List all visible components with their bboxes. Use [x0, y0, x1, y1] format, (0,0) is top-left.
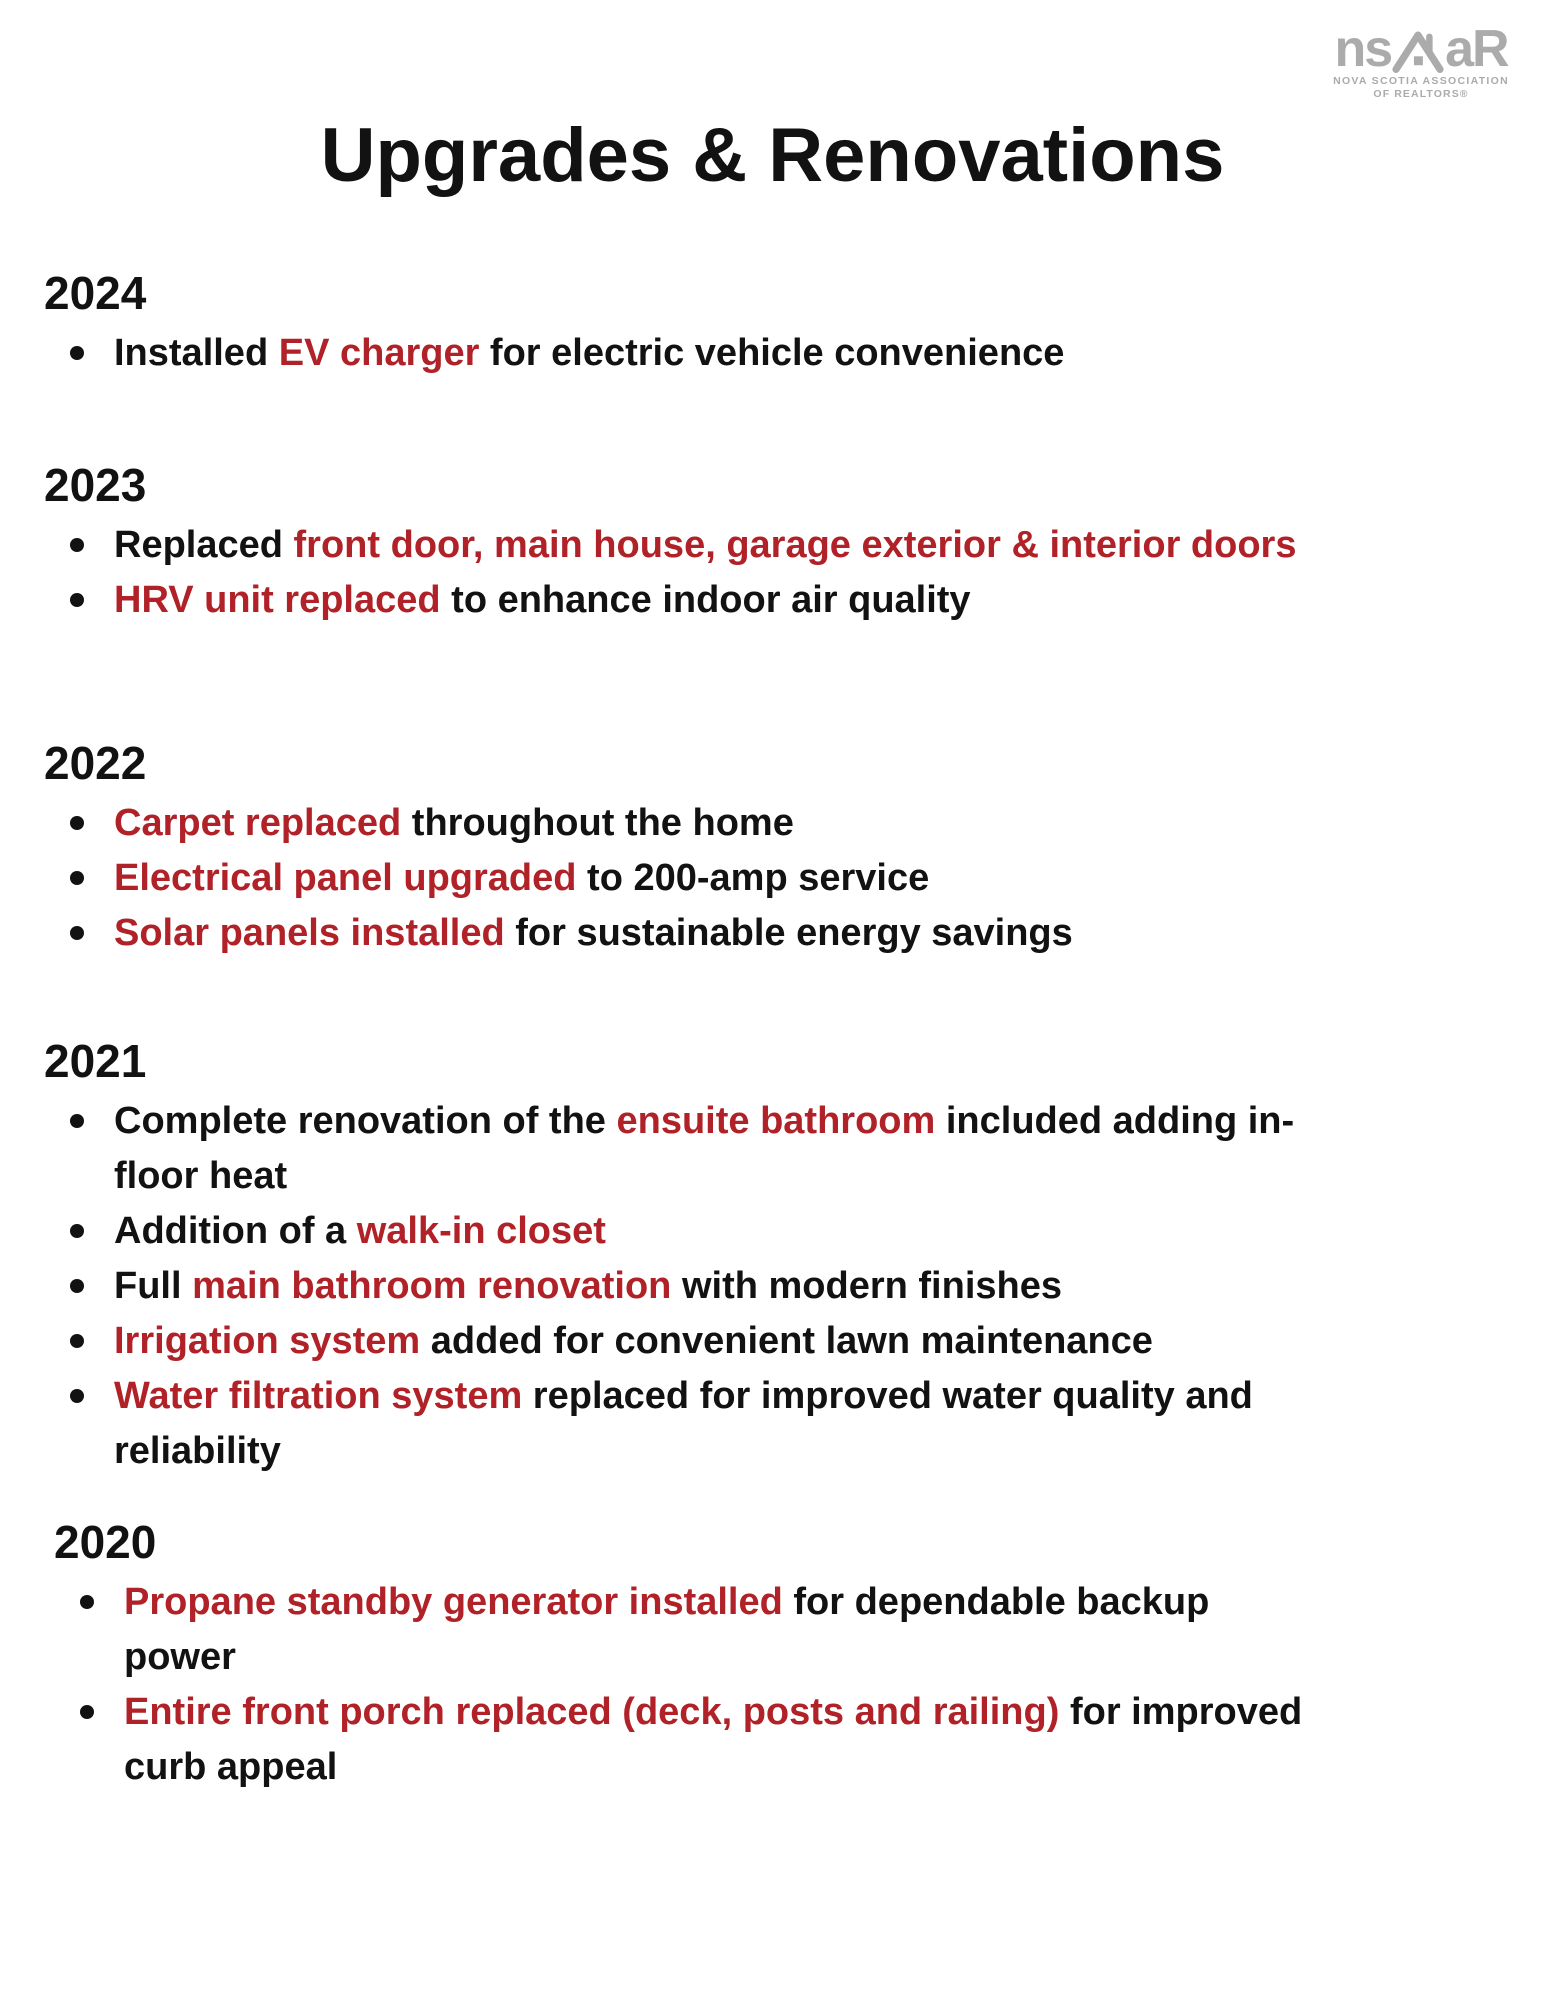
highlighted-text: Propane standby generator installed: [124, 1581, 783, 1623]
year-heading: 2023: [44, 459, 147, 511]
logo-tagline-line2: OF REALTORS®: [1373, 88, 1469, 101]
logo-letters-left: ns: [1334, 20, 1393, 79]
plain-text: for sustainable energy savings: [504, 912, 1073, 954]
bullet-list: Installed EV charger for electric vehicl…: [70, 326, 1515, 381]
plain-text: for dependable backup power: [124, 1581, 1210, 1678]
year-section-2024: 2024 Installed EV charger for electric ve…: [44, 270, 1515, 381]
highlighted-text: walk-in closet: [356, 1210, 606, 1252]
plain-text: Complete renovation of the: [114, 1100, 617, 1142]
plain-text: replaced for improved water quality and …: [114, 1375, 1253, 1472]
bullet-item: Complete renovation of the ensuite bathr…: [70, 1094, 1515, 1204]
logo-letters-right: aR: [1445, 20, 1510, 79]
highlighted-text: Electrical panel upgraded: [114, 857, 577, 899]
bullet-item: Carpet replaced throughout the home: [70, 796, 1515, 851]
house-icon: [1392, 31, 1444, 73]
nsar-logo-wordmark: ns aR: [1333, 20, 1510, 79]
bullet-item: Addition of a walk-in closet: [70, 1204, 1515, 1259]
plain-text: Addition of a: [114, 1210, 357, 1252]
highlighted-text: main bathroom renovation: [192, 1265, 672, 1307]
plain-text: Replaced: [114, 524, 294, 566]
highlighted-text: EV charger: [278, 332, 480, 374]
bullet-list: Replaced front door, main house, garage …: [70, 518, 1515, 628]
plain-text: with modern finishes: [671, 1265, 1062, 1307]
year-sections: 2024 Installed EV charger for electric ve…: [44, 270, 1515, 1795]
bullet-item: Electrical panel upgraded to 200-amp ser…: [70, 851, 1515, 906]
plain-text: throughout the home: [401, 802, 794, 844]
plain-text: for improved curb appeal: [124, 1691, 1303, 1788]
year-section-2020: 2020 Propane standby generator installed …: [54, 1519, 1515, 1795]
bullet-item: Irrigation system added for convenient l…: [70, 1314, 1515, 1369]
plain-text: to 200-amp service: [576, 857, 930, 899]
plain-text: Installed: [114, 332, 279, 374]
highlighted-text: Irrigation system: [114, 1320, 421, 1362]
year-heading: 2024: [44, 267, 147, 319]
logo-tagline-line1: NOVA SCOTIA ASSOCIATION: [1333, 75, 1509, 87]
page-title: Upgrades & Renovations: [320, 113, 1225, 198]
bullet-list: Propane standby generator installed for …: [80, 1575, 1515, 1795]
logo-tagline: NOVA SCOTIA ASSOCIATION OF REALTORS®: [1333, 75, 1509, 101]
nsar-logo: ns aR NOVA SCOTIA ASSOCIATION OF REALTOR…: [1333, 20, 1510, 101]
year-section-2022: 2022 Carpet replaced throughout the home E…: [44, 740, 1515, 961]
highlighted-text: HRV unit replaced: [114, 579, 441, 621]
plain-text: for electric vehicle convenience: [479, 332, 1065, 374]
highlighted-text: Carpet replaced: [114, 802, 402, 844]
highlighted-text: Water filtration system: [114, 1375, 523, 1417]
content: 2024 Installed EV charger for electric ve…: [0, 270, 1545, 1795]
bullet-item: Entire front porch replaced (deck, posts…: [80, 1685, 1515, 1795]
year-heading: 2022: [44, 737, 147, 789]
plain-text: Full: [114, 1265, 193, 1307]
highlighted-text: Entire front porch replaced (deck, posts…: [124, 1691, 1060, 1733]
year-section-2023: 2023 Replaced front door, main house, gar…: [44, 462, 1515, 628]
bullet-item: Solar panels installed for sustainable e…: [70, 906, 1515, 961]
plain-text: included adding in- floor heat: [114, 1100, 1295, 1197]
highlighted-text: front door, main house, garage exterior …: [293, 524, 1297, 566]
bullet-list: Carpet replaced throughout the home Elect…: [70, 796, 1515, 961]
bullet-item: Installed EV charger for electric vehicl…: [70, 326, 1515, 381]
bullet-item: Replaced front door, main house, garage …: [70, 518, 1515, 573]
highlighted-text: Solar panels installed: [114, 912, 505, 954]
plain-text: added for convenient lawn maintenance: [420, 1320, 1153, 1362]
bullet-list: Complete renovation of the ensuite bathr…: [70, 1094, 1515, 1479]
year-heading: 2020: [54, 1516, 157, 1568]
plain-text: to enhance indoor air quality: [440, 579, 971, 621]
bullet-item: Full main bathroom renovation with moder…: [70, 1259, 1515, 1314]
highlighted-text: ensuite bathroom: [616, 1100, 936, 1142]
bullet-item: Propane standby generator installed for …: [80, 1575, 1515, 1685]
bullet-item: Water filtration system replaced for imp…: [70, 1369, 1515, 1479]
bullet-item: HRV unit replaced to enhance indoor air …: [70, 573, 1515, 628]
year-section-2021: 2021 Complete renovation of the ensuite b…: [44, 1038, 1515, 1479]
year-heading: 2021: [44, 1035, 147, 1087]
